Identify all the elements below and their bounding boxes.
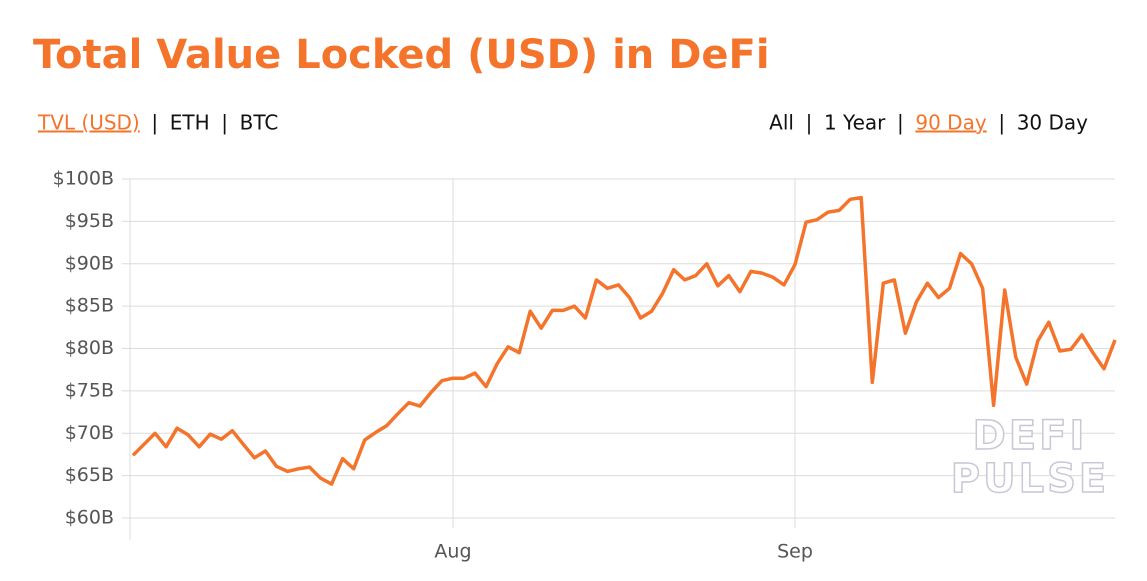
y-tick-label: $70B <box>65 422 114 444</box>
y-tick-label: $85B <box>65 295 114 317</box>
tab[interactable]: All <box>769 111 794 135</box>
y-tick-label: $75B <box>65 379 114 401</box>
y-tick-label: $60B <box>65 507 114 529</box>
chart-title: Total Value Locked (USD) in DeFi <box>33 32 770 78</box>
separator: | <box>806 111 813 135</box>
y-tick-label: $95B <box>65 210 114 232</box>
y-tick-label: $90B <box>65 252 114 274</box>
tab[interactable]: BTC <box>240 111 279 135</box>
x-tick-label: Sep <box>777 541 813 563</box>
x-tick-label: Aug <box>434 541 471 563</box>
separator: | <box>998 111 1005 135</box>
tab[interactable]: 90 Day <box>915 111 986 135</box>
watermark: DEFI <box>973 413 1088 459</box>
watermark: PULSE <box>951 456 1109 502</box>
tab[interactable]: TVL (USD) <box>37 111 140 135</box>
y-tick-label: $100B <box>53 168 114 190</box>
series-line <box>131 195 1117 486</box>
tab[interactable]: ETH <box>170 111 210 135</box>
separator: | <box>897 111 904 135</box>
separator: | <box>221 111 228 135</box>
tab[interactable]: 1 Year <box>824 111 886 135</box>
tab[interactable]: 30 Day <box>1017 111 1088 135</box>
y-tick-label: $65B <box>65 464 114 486</box>
separator: | <box>151 111 158 135</box>
y-tick-label: $80B <box>65 337 114 359</box>
